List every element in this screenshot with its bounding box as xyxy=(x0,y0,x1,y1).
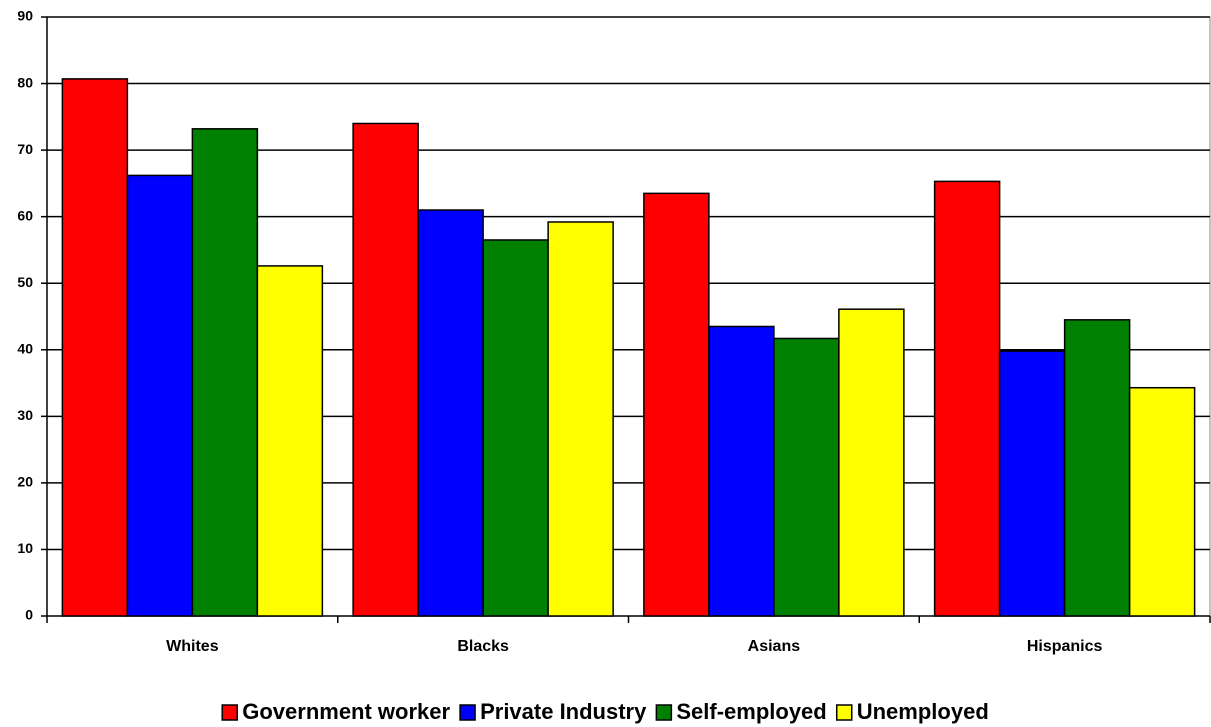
bar xyxy=(256,265,324,617)
bar xyxy=(1063,319,1131,617)
y-tick-label: 50 xyxy=(17,274,33,290)
legend-swatch xyxy=(459,704,476,721)
bar xyxy=(708,325,775,617)
legend-label: Private Industry xyxy=(480,699,647,724)
y-tick-label: 60 xyxy=(17,207,33,223)
bar xyxy=(933,180,1001,617)
bar xyxy=(773,337,840,617)
legend-label: Government worker xyxy=(242,699,450,724)
y-tick-label: 20 xyxy=(17,474,33,490)
bar xyxy=(838,308,905,617)
y-tick-label: 30 xyxy=(17,407,33,423)
x-tick-label: Asians xyxy=(748,638,801,655)
bar xyxy=(126,174,194,617)
y-tick-label: 70 xyxy=(17,141,33,157)
bar xyxy=(417,209,484,617)
x-tick-label: Blacks xyxy=(457,638,509,655)
bar xyxy=(998,350,1066,617)
x-tick-label: Whites xyxy=(166,638,219,655)
y-tick-label: 80 xyxy=(17,74,33,90)
legend-label: Unemployed xyxy=(857,699,989,724)
y-tick-label: 10 xyxy=(17,540,33,556)
bar xyxy=(191,128,259,617)
legend-swatch xyxy=(221,704,238,721)
x-tick-label: Hispanics xyxy=(1027,638,1103,655)
bar xyxy=(61,78,129,617)
bar xyxy=(643,192,710,617)
y-tick-label: 90 xyxy=(17,8,33,24)
legend-label: Self-employed xyxy=(676,699,826,724)
legend-swatch xyxy=(835,704,853,721)
y-tick-label: 40 xyxy=(17,340,33,356)
bar xyxy=(482,239,549,617)
y-tick-label: 0 xyxy=(25,607,33,623)
bar xyxy=(547,221,614,617)
legend-swatch xyxy=(655,704,673,721)
bar xyxy=(1128,386,1196,617)
bar xyxy=(352,122,419,617)
